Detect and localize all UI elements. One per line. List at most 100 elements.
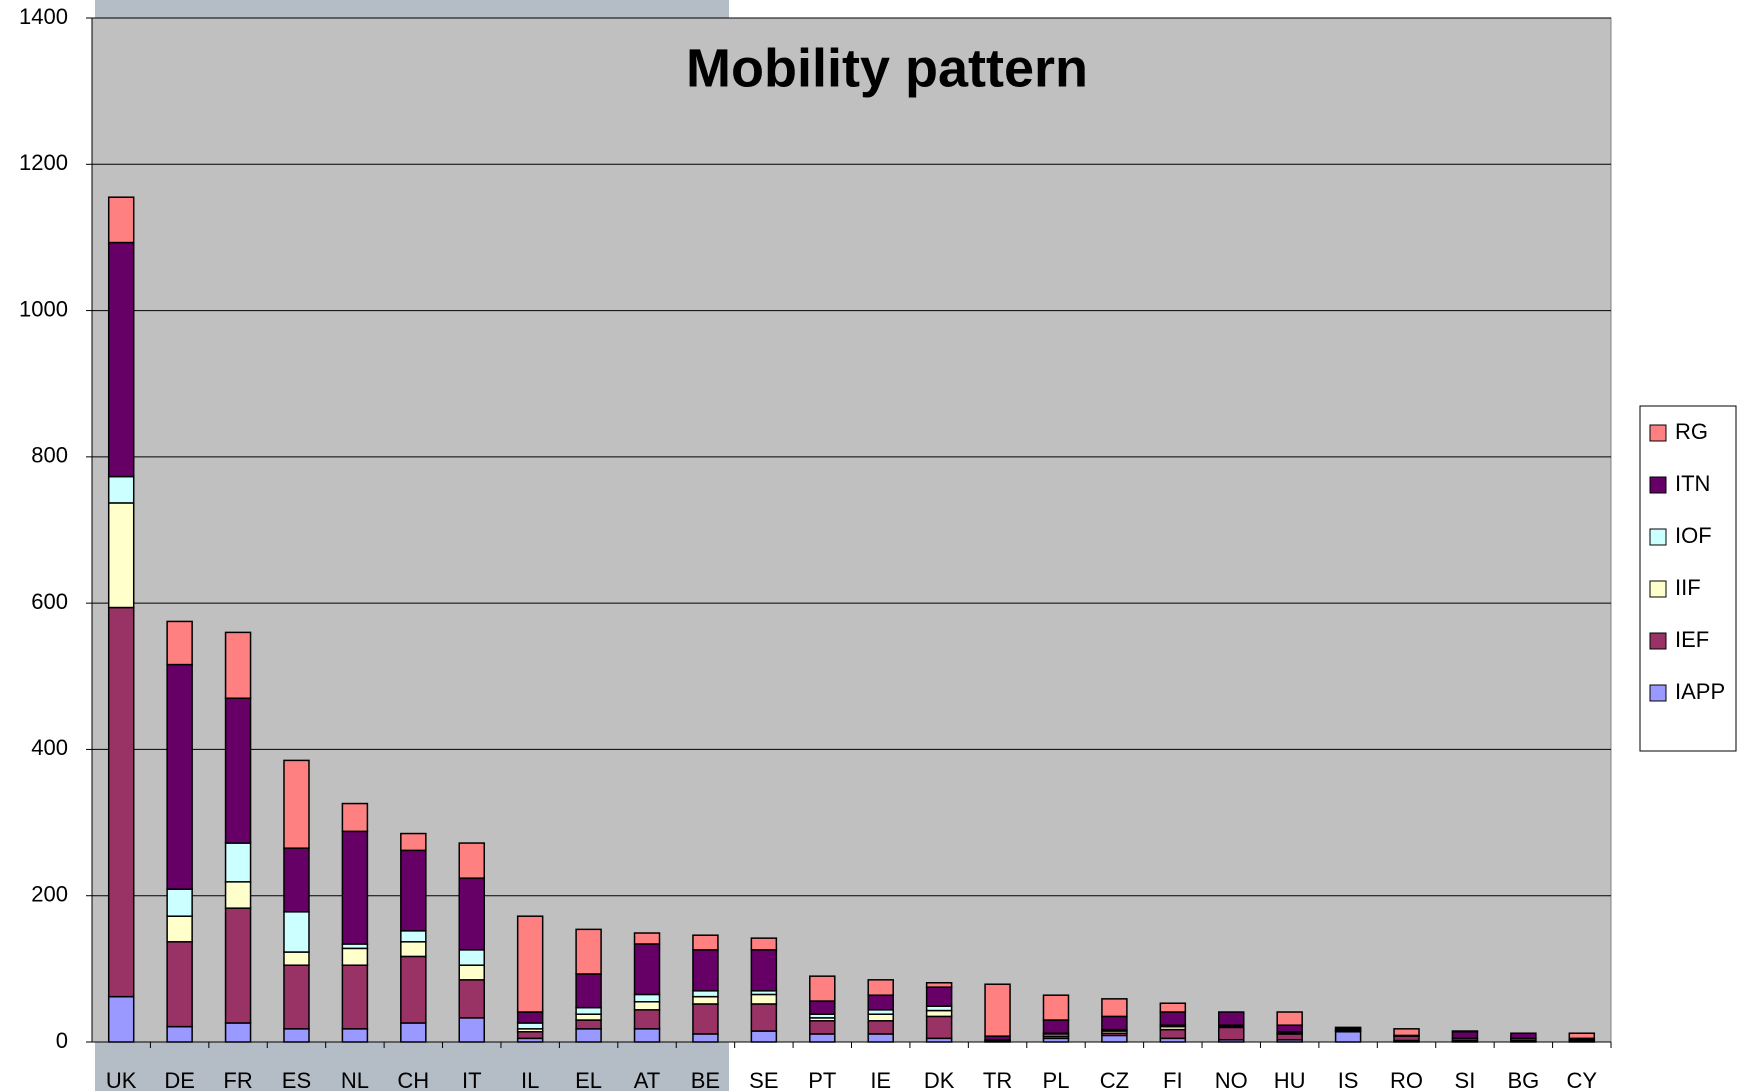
x-tick-label: CY xyxy=(1567,1068,1598,1091)
bar-segment xyxy=(400,849,427,932)
bar-segment xyxy=(1159,1028,1187,1040)
bar-segment xyxy=(1101,998,1128,1018)
y-tick-label: 400 xyxy=(31,735,68,760)
bar-segment xyxy=(1042,1019,1070,1034)
x-tick-label: IE xyxy=(870,1068,891,1091)
bar-segment xyxy=(283,847,310,913)
x-tick-label: IL xyxy=(521,1068,539,1091)
bar-segment xyxy=(516,915,544,1013)
bar-segment xyxy=(867,979,894,996)
bar-segment xyxy=(1218,1011,1245,1026)
bar-segment xyxy=(925,1015,953,1040)
legend-label: IAPP xyxy=(1675,679,1725,704)
bar-segment xyxy=(107,606,135,998)
x-tick-label: NO xyxy=(1215,1068,1248,1091)
bar-segment xyxy=(575,1028,602,1043)
bar-segment xyxy=(166,915,193,943)
y-tick-label: 1200 xyxy=(19,150,68,175)
bar-segment xyxy=(925,982,953,988)
bar-segment xyxy=(283,951,310,966)
bar-segment xyxy=(575,1006,602,1015)
bar-segment xyxy=(166,620,193,666)
y-tick-label: 0 xyxy=(56,1028,68,1053)
bar-segment xyxy=(750,937,778,951)
x-tick-label: RO xyxy=(1390,1068,1423,1091)
bar-segment xyxy=(458,1017,485,1043)
bar-segment xyxy=(1276,1033,1303,1041)
x-tick-label: SE xyxy=(749,1068,778,1091)
bar-segment xyxy=(750,949,778,992)
bar-segment xyxy=(633,943,661,996)
bar-segment xyxy=(458,877,485,951)
x-tick-label: FI xyxy=(1163,1068,1183,1091)
bar-segment xyxy=(107,241,135,478)
legend-swatch xyxy=(1649,684,1667,702)
bar-segment xyxy=(692,990,719,998)
legend-swatch xyxy=(1649,476,1667,494)
x-tick-label: PL xyxy=(1043,1068,1070,1091)
bar-segment xyxy=(516,1022,544,1030)
bar-segment xyxy=(1042,994,1070,1021)
x-tick-label: IT xyxy=(462,1068,482,1091)
bar-segment xyxy=(400,1022,427,1043)
legend-label: IIF xyxy=(1675,575,1701,600)
x-tick-label: NL xyxy=(341,1068,369,1091)
y-tick-label: 1000 xyxy=(19,296,68,321)
legend-label: IEF xyxy=(1675,627,1709,652)
bar-segment xyxy=(283,911,310,953)
bar-segment xyxy=(516,1011,544,1024)
bar-segment xyxy=(107,475,135,504)
bar-segment xyxy=(750,1030,778,1043)
x-tick-label: DK xyxy=(924,1068,955,1091)
bar-segment xyxy=(925,986,953,1007)
x-tick-label: CH xyxy=(397,1068,429,1091)
bar-segment xyxy=(692,949,719,992)
legend-swatch xyxy=(1649,424,1667,442)
bar-segment xyxy=(1393,1028,1420,1037)
bar-segment xyxy=(692,1003,719,1035)
bar-segment xyxy=(750,1003,778,1032)
bar-segment xyxy=(283,759,310,849)
bar-segment xyxy=(1159,1011,1187,1026)
bar-segment xyxy=(1568,1032,1596,1040)
bar-segment xyxy=(400,941,427,958)
bar-segment xyxy=(809,1000,836,1015)
bar-segment xyxy=(107,995,135,1043)
bar-segment xyxy=(867,1033,894,1043)
bar-segment xyxy=(633,932,661,945)
x-tick-label: IS xyxy=(1338,1068,1359,1091)
plot-area xyxy=(91,17,1612,1043)
bar-segment xyxy=(458,964,485,981)
bar-segment xyxy=(867,1013,894,1022)
bar-segment xyxy=(809,975,836,1002)
bar-segment xyxy=(575,1013,602,1021)
bar-segment xyxy=(400,955,427,1024)
bar-segment xyxy=(224,881,252,909)
bar-segment xyxy=(341,947,369,966)
bar-segment xyxy=(575,973,602,1009)
bar-segment xyxy=(458,979,485,1019)
x-tick-label: HU xyxy=(1274,1068,1306,1091)
bar-segment xyxy=(166,888,193,917)
x-tick-label: SI xyxy=(1455,1068,1476,1091)
bar-segment xyxy=(1334,1031,1362,1043)
bar-segment xyxy=(809,1033,836,1043)
bar-segment xyxy=(283,1028,310,1043)
bar-segment xyxy=(633,1028,661,1043)
x-tick-label: ES xyxy=(282,1068,311,1091)
legend-label: ITN xyxy=(1675,471,1710,496)
bar-segment xyxy=(166,1025,193,1043)
bar-segment xyxy=(1451,1030,1479,1033)
x-tick-label: PT xyxy=(808,1068,836,1091)
x-tick-label: CZ xyxy=(1100,1068,1129,1091)
legend-swatch xyxy=(1649,580,1667,598)
x-tick-label: TR xyxy=(983,1068,1012,1091)
bar-segment xyxy=(809,1020,836,1035)
bar-segment xyxy=(341,964,369,1030)
chart-title: Mobility pattern xyxy=(686,38,1088,98)
x-tick-label: AT xyxy=(634,1068,660,1091)
legend-swatch xyxy=(1649,528,1667,546)
bar-segment xyxy=(692,1033,719,1043)
x-tick-label: BE xyxy=(691,1068,720,1091)
bar-segment xyxy=(166,941,193,1028)
